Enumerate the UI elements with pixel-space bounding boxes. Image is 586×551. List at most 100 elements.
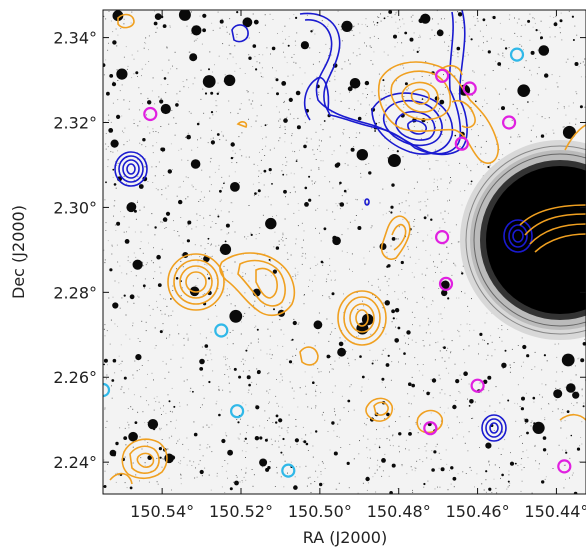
noise-pixel [372,294,373,296]
noise-pixel [483,489,485,491]
noise-pixel [144,166,146,168]
noise-pixel [230,53,232,55]
noise-pixel [187,449,189,451]
noise-pixel [272,216,273,217]
star [392,317,395,320]
noise-pixel [351,30,353,32]
noise-pixel [569,122,571,124]
noise-pixel [330,364,332,365]
noise-pixel [444,221,446,223]
star [382,79,385,82]
noise-pixel [532,101,534,103]
star [112,40,117,45]
noise-pixel [108,119,110,121]
star [207,277,211,280]
noise-pixel [109,343,111,345]
noise-pixel [334,385,336,387]
noise-pixel [421,273,423,275]
star [129,486,133,490]
noise-pixel [267,196,269,198]
noise-pixel [338,482,340,484]
noise-pixel [565,464,566,466]
noise-pixel [447,50,449,52]
noise-pixel [285,117,287,119]
orange-contour-23 [365,397,394,422]
noise-pixel [403,335,405,337]
noise-pixel [509,482,511,484]
noise-pixel [352,271,353,272]
noise-pixel [352,349,354,351]
noise-pixel [260,349,262,351]
noise-pixel [529,39,531,41]
noise-pixel [123,23,125,25]
noise-pixel [270,260,272,262]
noise-pixel [408,449,410,451]
noise-pixel [239,108,241,110]
star [565,451,568,454]
noise-pixel [269,335,271,337]
noise-pixel [234,305,236,307]
star [482,18,486,22]
noise-pixel [315,470,317,472]
star [103,485,107,488]
noise-pixel [125,314,127,316]
noise-pixel [262,54,264,56]
noise-pixel [425,205,427,207]
orange-contour-8 [236,121,248,129]
noise-pixel [132,446,134,448]
noise-pixel [179,405,181,407]
noise-pixel [272,19,274,20]
noise-pixel [282,42,284,44]
star [492,15,496,20]
noise-pixel [452,437,454,439]
noise-pixel [364,263,366,265]
noise-pixel [330,279,332,281]
noise-pixel [312,149,314,151]
noise-pixel [314,481,316,482]
noise-pixel [486,103,488,104]
noise-pixel [210,157,212,159]
noise-pixel [125,334,127,336]
noise-pixel [160,272,162,274]
noise-pixel [154,347,156,349]
star [288,97,293,102]
noise-pixel [253,304,255,306]
noise-pixel [199,199,201,201]
noise-pixel [329,181,331,183]
noise-pixel [242,315,244,317]
noise-pixel [232,343,234,345]
noise-pixel [258,170,260,172]
star [216,133,220,136]
noise-pixel [328,340,330,342]
noise-pixel [529,90,531,92]
noise-pixel [398,31,400,33]
noise-pixel [448,427,450,429]
noise-pixel [105,222,107,224]
noise-pixel [180,473,181,475]
noise-pixel [512,61,514,63]
star [224,240,227,243]
noise-pixel [203,225,205,227]
noise-pixel [194,244,196,246]
noise-pixel [425,450,427,452]
noise-pixel [209,51,211,53]
noise-pixel [419,325,421,327]
noise-pixel [164,313,166,315]
noise-pixel [237,112,239,114]
noise-pixel [155,401,157,403]
noise-pixel [500,419,502,421]
noise-pixel [445,449,447,451]
star [391,183,395,187]
noise-pixel [144,278,146,280]
noise-pixel [142,252,144,254]
noise-pixel [560,12,562,14]
noise-pixel [130,22,132,24]
noise-pixel [139,341,141,342]
noise-pixel [168,315,170,317]
noise-pixel [182,266,184,268]
noise-pixel [189,390,191,392]
noise-pixel [375,491,377,493]
noise-pixel [375,359,377,361]
noise-pixel [155,31,157,33]
star [572,39,575,41]
